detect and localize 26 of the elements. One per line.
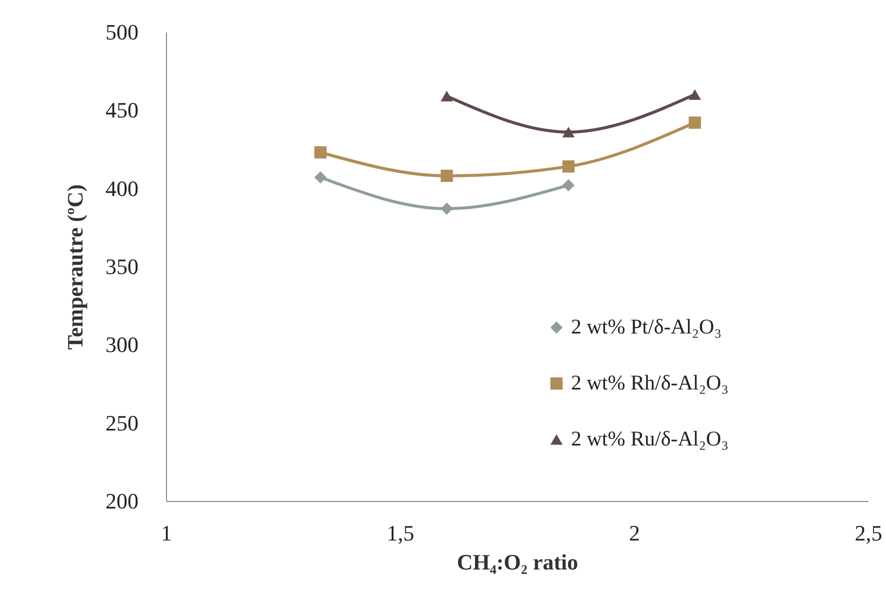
y-tick-label: 250	[106, 410, 138, 436]
y-axis-title: Temperautre (ºC)	[62, 184, 88, 350]
point	[562, 160, 575, 173]
x-tick-label: 1	[161, 520, 172, 546]
point	[688, 89, 701, 100]
y-tick-label: 500	[106, 20, 138, 44]
legend-label: 2 wt% Pt/δ-Al₂O₃	[571, 314, 722, 338]
x-tick-label: 2	[629, 520, 640, 546]
point	[440, 90, 453, 102]
y-tick-label: 350	[106, 254, 138, 279]
x-tick-label: 2,5	[854, 520, 882, 546]
point	[688, 116, 701, 129]
y-tick-label: 200	[106, 488, 138, 514]
x-axis-title: CH₄:O₂ ratio	[456, 550, 578, 574]
legend-label: 2 wt% Ru/δ-Al₂O₃	[571, 426, 729, 450]
y-tick-label: 300	[106, 332, 138, 358]
point	[440, 170, 453, 182]
point	[562, 126, 575, 138]
point	[314, 146, 327, 158]
point	[440, 202, 453, 215]
y-tick-label: 450	[106, 98, 138, 123]
x-tick-label: 1,5	[386, 520, 414, 546]
legend-label: 2 wt% Rh/δ-Al₂O₃	[571, 370, 729, 394]
y-tick-label: 400	[106, 176, 138, 201]
point	[562, 179, 575, 192]
point	[314, 171, 327, 184]
